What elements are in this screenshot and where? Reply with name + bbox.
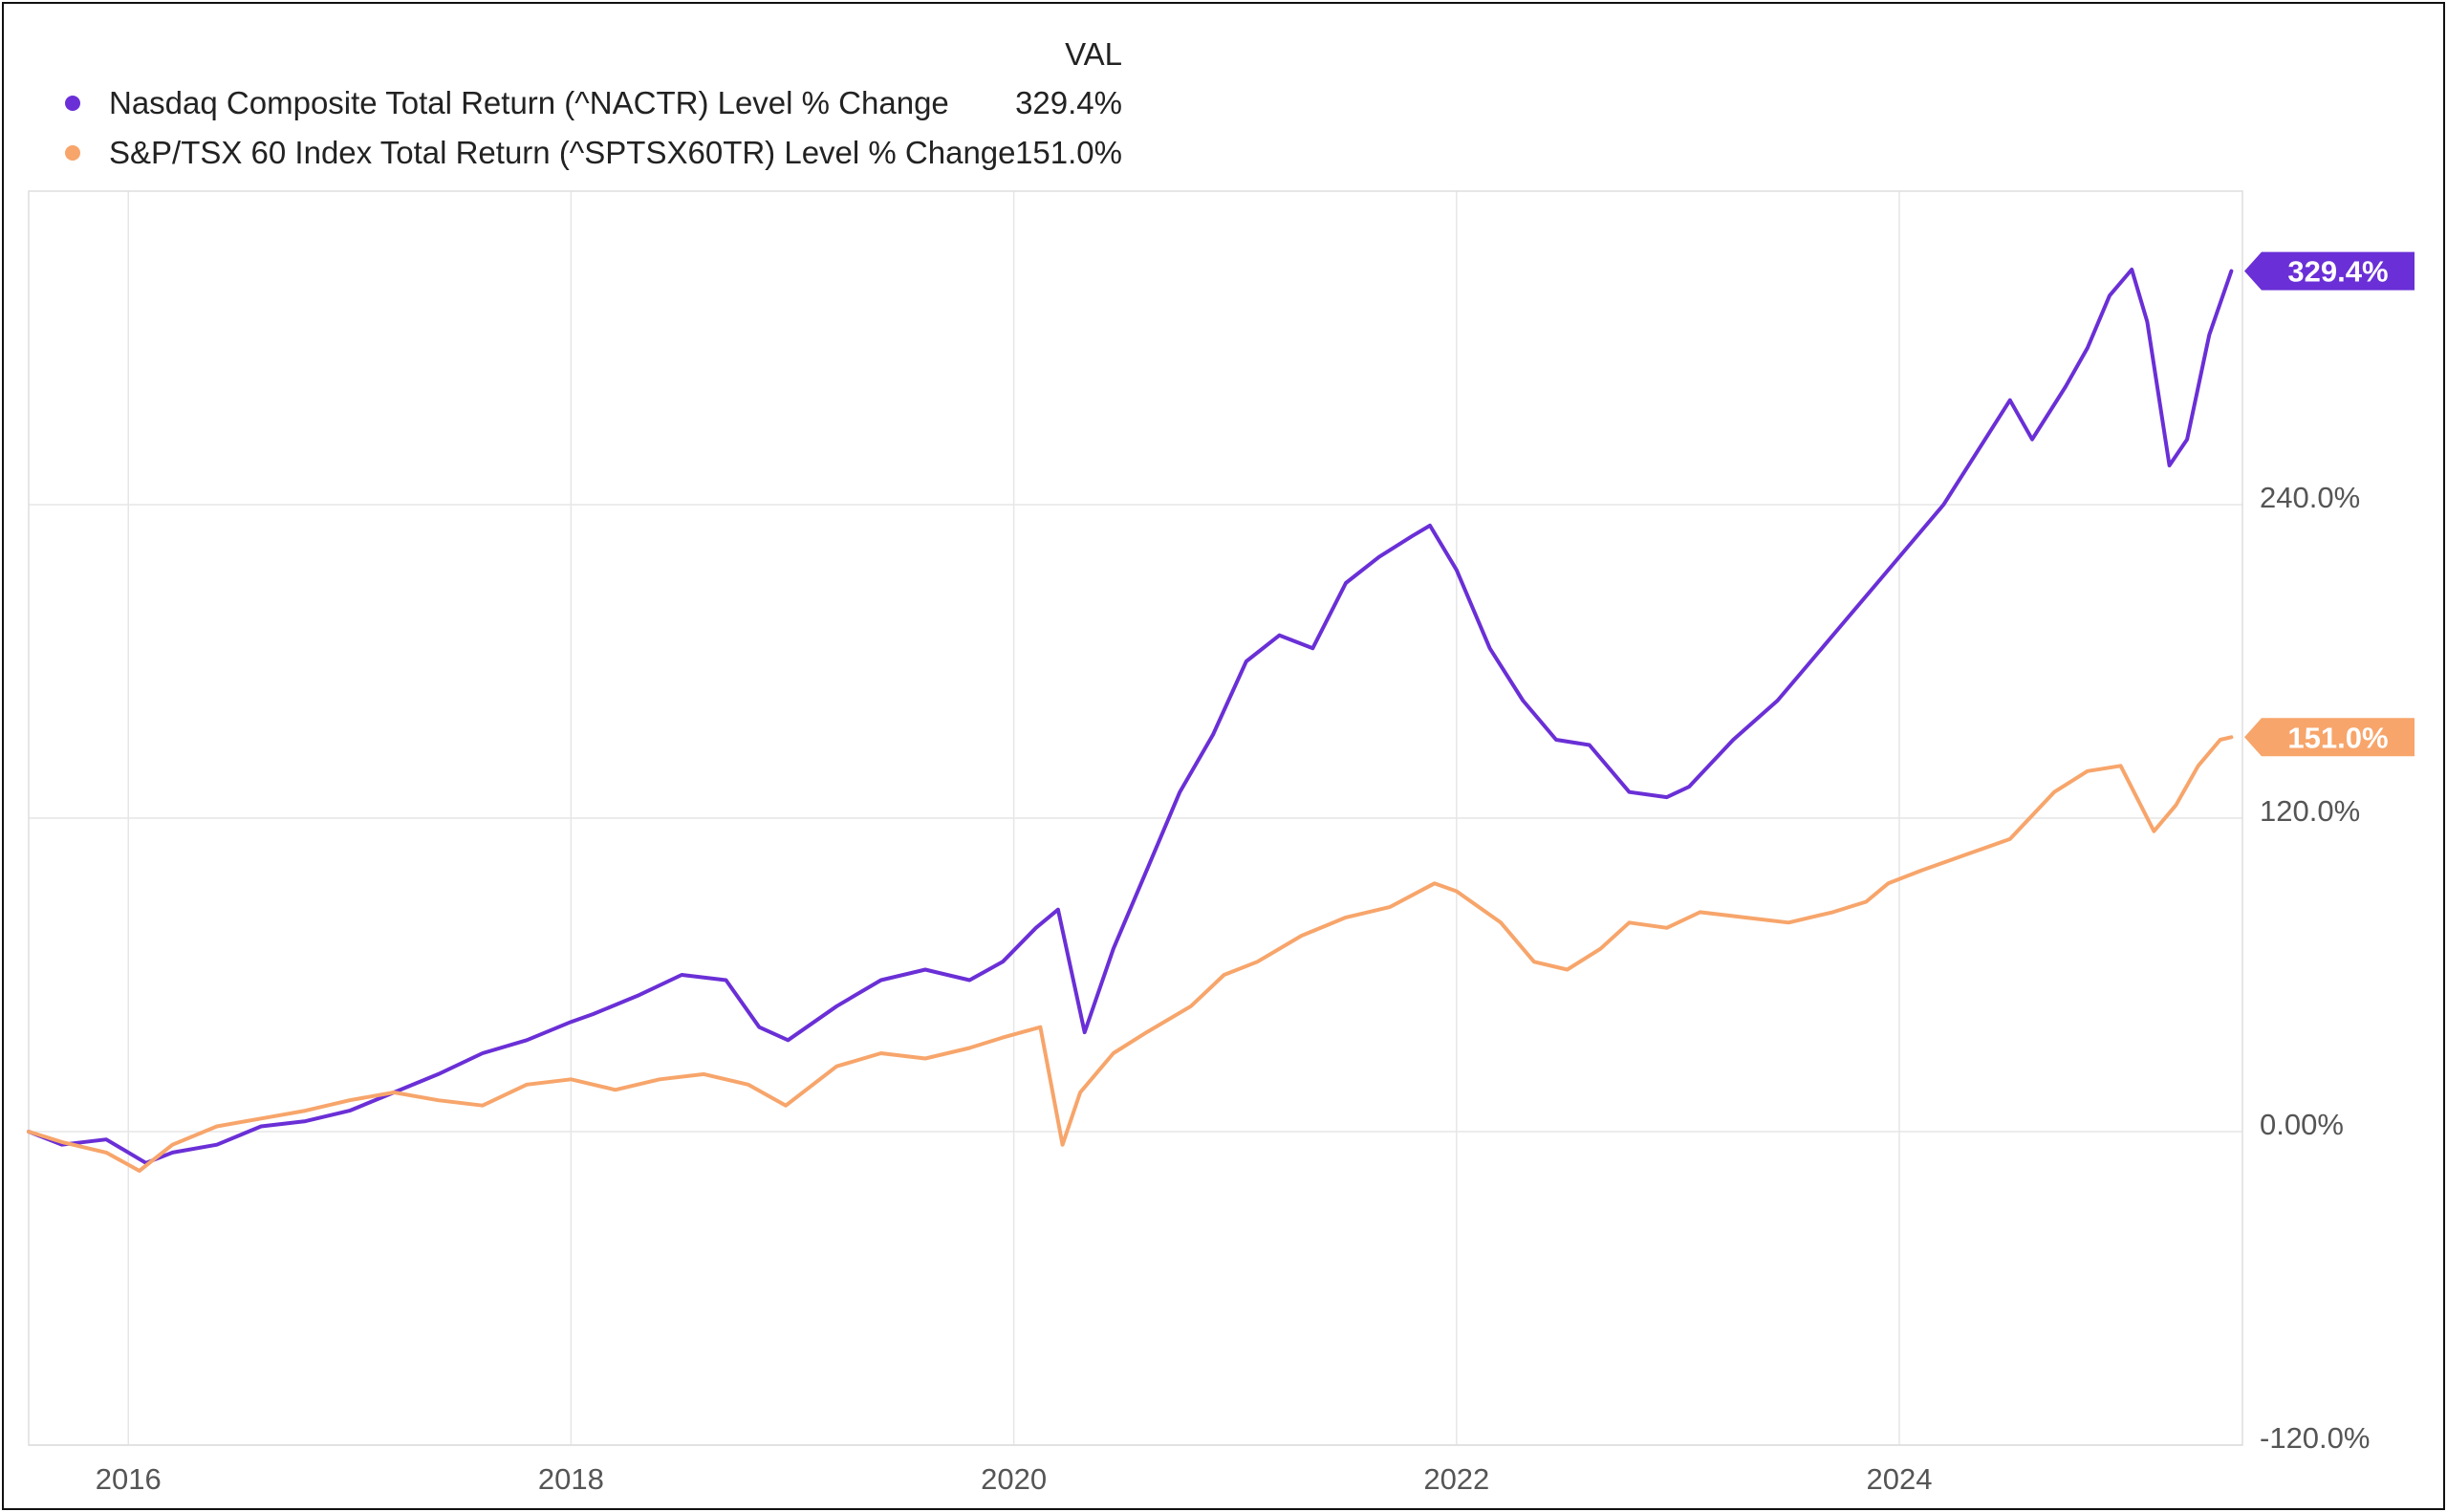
series-layer	[27, 268, 2234, 1173]
nasdaq-series-dot-icon	[65, 96, 80, 111]
line-chart: 329.4% 151.0% -120.0% 0.00% 120.0% 240.0% 20…	[27, 190, 2415, 1496]
series-line-1[interactable]	[27, 735, 2234, 1173]
legend-label-tsx: S&P/TSX 60 Index Total Return (^SPTSX60T…	[109, 135, 1016, 170]
x-tick-label: 2016	[96, 1462, 162, 1496]
end-labels: 329.4% 151.0%	[2244, 251, 2415, 757]
tsx-series-dot-icon	[65, 145, 80, 161]
y-tick-label: -120.0%	[2260, 1421, 2370, 1455]
x-tick-label: 2024	[1867, 1462, 1933, 1496]
end-label-tag	[2244, 251, 2415, 291]
x-axis: 2016 2018 2020 2022 2024	[96, 1462, 1933, 1496]
y-tick-label: 240.0%	[2260, 481, 2360, 514]
x-tick-label: 2020	[981, 1462, 1047, 1496]
legend-item-nasdaq[interactable]: Nasdaq Composite Total Return (^NACTR) L…	[65, 84, 949, 122]
plot-area-border	[28, 190, 2243, 1446]
x-tick-label: 2018	[538, 1462, 604, 1496]
series-line-0[interactable]	[27, 268, 2234, 1165]
end-label-text: 151.0%	[2287, 721, 2388, 754]
legend-item-tsx[interactable]: S&P/TSX 60 Index Total Return (^SPTSX60T…	[65, 134, 1016, 172]
legend-label-nasdaq: Nasdaq Composite Total Return (^NACTR) L…	[109, 85, 949, 120]
x-tick-label: 2022	[1423, 1462, 1489, 1496]
y-tick-label: 120.0%	[2260, 794, 2360, 828]
legend-value-nasdaq: 329.4%	[1015, 85, 1122, 120]
end-label-text: 329.4%	[2287, 255, 2388, 289]
legend-value-tsx: 151.0%	[1015, 135, 1122, 170]
grid	[29, 191, 2242, 1446]
legend-value-header: VAL	[1065, 36, 1122, 72]
end-label-1: 151.0%	[2244, 718, 2415, 757]
end-label-0: 329.4%	[2244, 251, 2415, 291]
legend: VAL Nasdaq Composite Total Return (^NACT…	[4, 4, 1151, 185]
end-label-tag	[2244, 718, 2415, 757]
y-axis: -120.0% 0.00% 120.0% 240.0%	[2260, 481, 2370, 1455]
y-tick-label: 0.00%	[2260, 1108, 2344, 1141]
